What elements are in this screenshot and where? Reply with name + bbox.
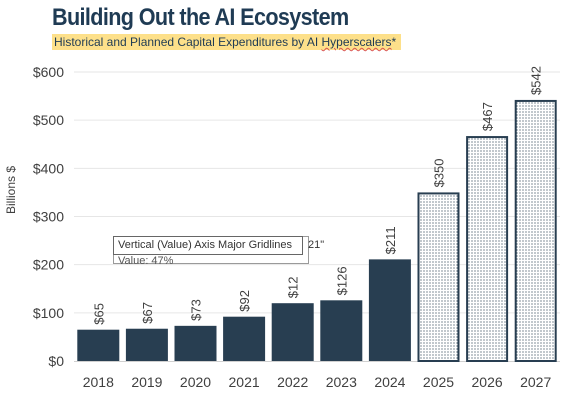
x-tick-label: 2019	[131, 374, 162, 390]
y-axis-title: Billions $	[4, 166, 18, 214]
x-tick-label: 2024	[374, 374, 405, 390]
tooltip-title: Vertical (Value) Axis Major Gridlines	[113, 236, 303, 255]
subtitle-text: Historical and Planned Capital Expenditu…	[54, 35, 319, 49]
x-tick-label: 2025	[423, 374, 454, 390]
x-tick-label: 2020	[180, 374, 211, 390]
bar-value-label: $350	[432, 158, 447, 187]
bar-value-label: $211	[383, 226, 398, 254]
chart-title: Building Out the AI Ecosystem	[52, 4, 349, 31]
y-tick-label: $600	[33, 64, 64, 80]
y-tick-label: $200	[33, 257, 64, 273]
x-tick-label: 2021	[229, 374, 260, 390]
gridline-tooltip: Vertical (Value) Axis Major Gridlines Va…	[113, 236, 324, 267]
x-tick-label: 2018	[83, 374, 114, 390]
planned-bar[interactable]	[466, 136, 509, 362]
bar[interactable]	[125, 328, 168, 361]
x-tick-label: 2023	[326, 374, 357, 390]
bar[interactable]	[320, 300, 363, 361]
bar[interactable]	[271, 303, 314, 361]
y-tick-label: $100	[33, 305, 64, 321]
bar-value-label: $67	[140, 302, 155, 324]
x-tick-label: 2026	[472, 374, 503, 390]
bar-value-label: $92	[237, 290, 252, 312]
bar[interactable]	[368, 259, 411, 361]
x-tick-label: 2022	[277, 374, 308, 390]
bar-value-label: $12	[286, 276, 301, 298]
y-tick-label: $300	[33, 209, 64, 225]
planned-bar[interactable]	[417, 192, 460, 362]
y-tick-label: $0	[48, 353, 64, 369]
bar[interactable]	[77, 329, 120, 361]
tooltip-overflow-text: 21"	[308, 239, 325, 251]
subtitle-asterisk: *	[391, 35, 397, 49]
tooltip-value: Value: 47%	[118, 255, 174, 267]
chart-subtitle: Historical and Planned Capital Expenditu…	[52, 34, 402, 50]
bar-value-label: $73	[189, 299, 204, 321]
y-tick-label: $500	[33, 112, 64, 128]
bar-value-label: $126	[334, 266, 349, 295]
bar-value-label: $542	[529, 66, 544, 95]
x-tick-label: 2027	[520, 374, 551, 390]
bar[interactable]	[174, 325, 217, 361]
y-tick-label: $400	[33, 160, 64, 176]
planned-bar[interactable]	[514, 99, 557, 362]
bar-value-label: $467	[480, 102, 495, 131]
subtitle-hyperscalers: Hyperscalers	[321, 35, 392, 49]
bar-value-label: $65	[91, 303, 106, 325]
bar[interactable]	[223, 316, 266, 361]
